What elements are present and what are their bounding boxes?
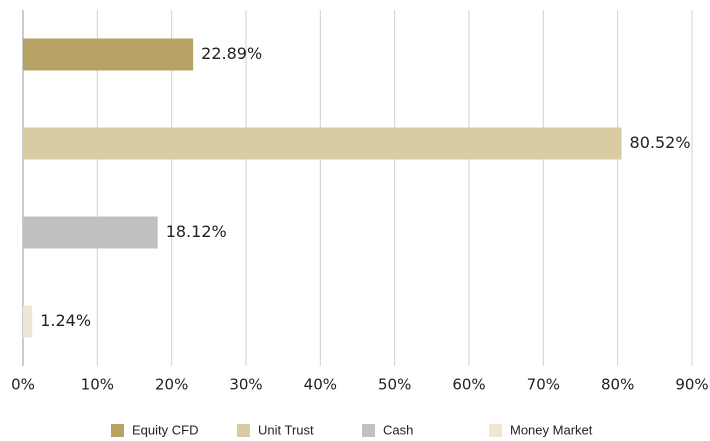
legend-label: Equity CFD bbox=[132, 422, 198, 437]
x-tick-label: 50% bbox=[378, 376, 411, 394]
value-label: 80.52% bbox=[630, 133, 691, 152]
x-tick-label: 60% bbox=[452, 376, 485, 394]
legend-swatch bbox=[489, 424, 502, 437]
legend-label: Money Market bbox=[510, 422, 593, 437]
x-tick-label: 70% bbox=[527, 376, 560, 394]
legend-swatch bbox=[362, 424, 375, 437]
legend-label: Cash bbox=[383, 422, 413, 437]
x-tick-label: 80% bbox=[601, 376, 634, 394]
x-tick-label: 0% bbox=[11, 376, 35, 394]
bar bbox=[23, 127, 622, 160]
bar bbox=[23, 305, 33, 338]
legend-swatch bbox=[111, 424, 124, 437]
legend-label: Unit Trust bbox=[258, 422, 314, 437]
x-tick-label: 40% bbox=[304, 376, 337, 394]
bar bbox=[23, 38, 194, 71]
legend-swatch bbox=[237, 424, 250, 437]
value-label: 18.12% bbox=[166, 222, 227, 241]
x-tick-label: 30% bbox=[229, 376, 262, 394]
value-label: 22.89% bbox=[201, 44, 262, 63]
x-tick-label: 90% bbox=[675, 376, 708, 394]
x-tick-label: 20% bbox=[155, 376, 188, 394]
bar bbox=[23, 216, 158, 249]
x-tick-label: 10% bbox=[81, 376, 114, 394]
value-label: 1.24% bbox=[40, 311, 91, 330]
